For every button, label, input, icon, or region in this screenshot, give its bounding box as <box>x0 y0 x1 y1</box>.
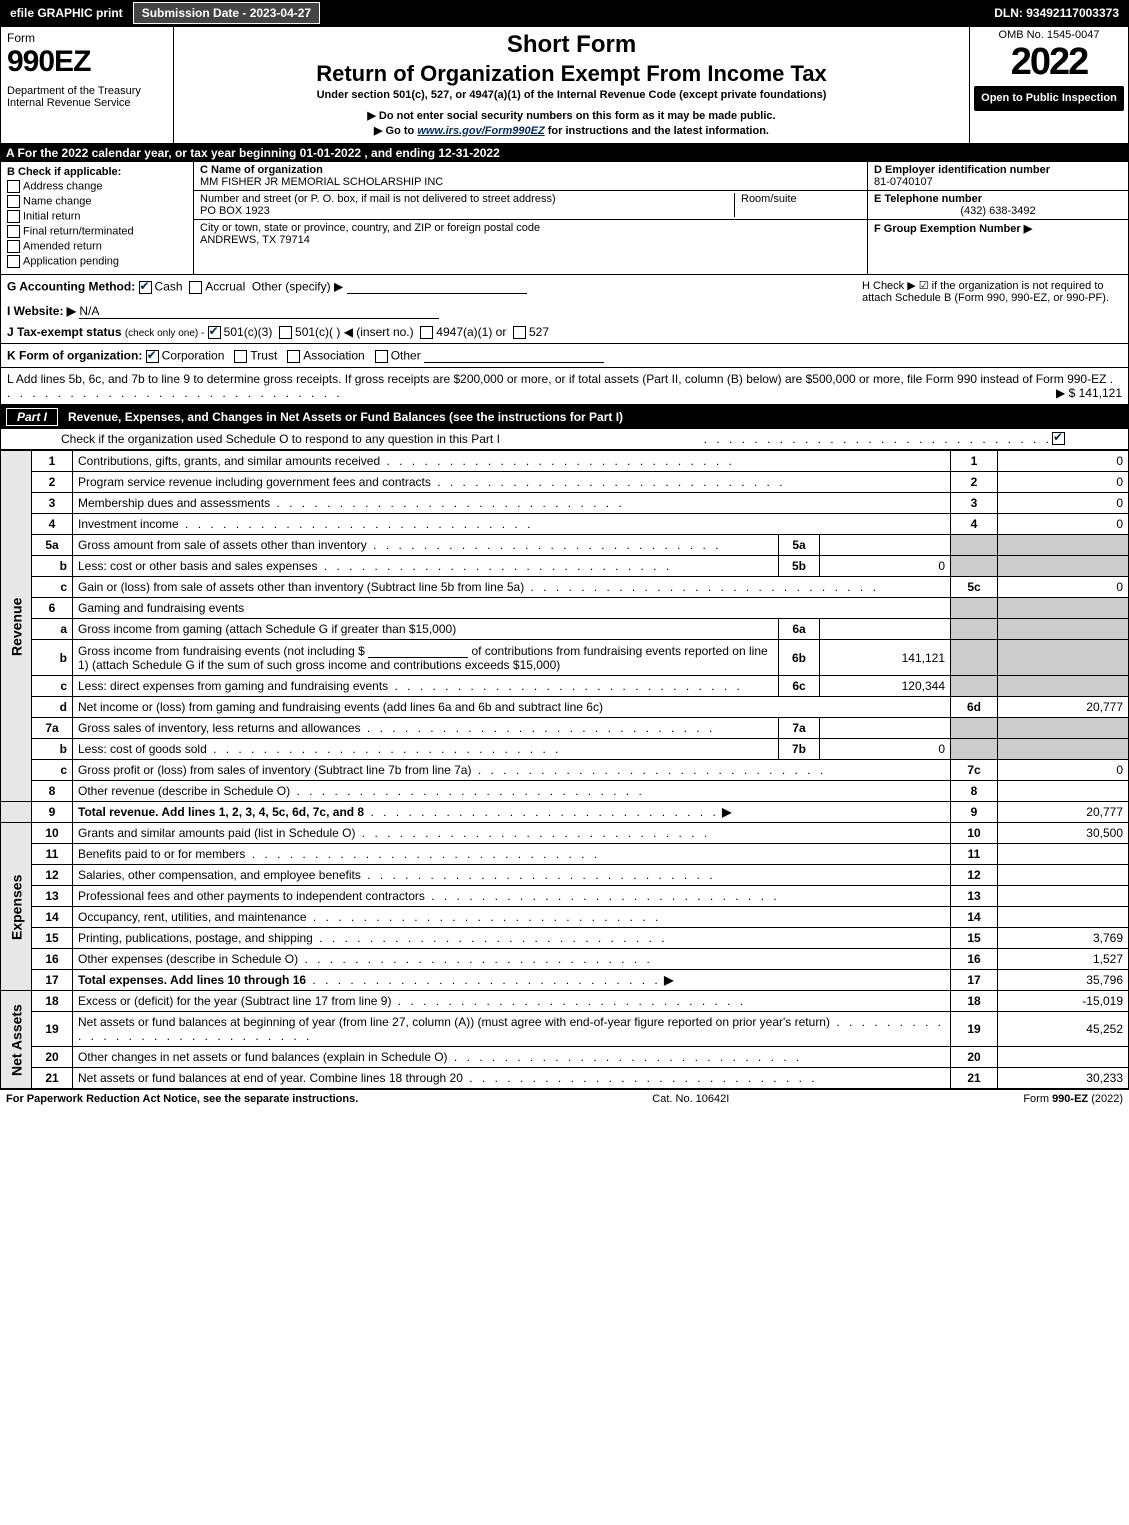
chk-4947[interactable] <box>420 326 433 339</box>
submission-date: Submission Date - 2023-04-27 <box>133 2 320 24</box>
j-label: J Tax-exempt status <box>7 325 122 339</box>
omb-number: OMB No. 1545-0047 <box>974 29 1124 41</box>
header-right: OMB No. 1545-0047 2022 Open to Public In… <box>969 27 1128 143</box>
section-l: L Add lines 5b, 6c, and 7b to line 9 to … <box>0 368 1129 405</box>
revenue-side-label: Revenue <box>1 451 32 802</box>
i-label: I Website: ▶ <box>7 304 76 318</box>
chk-name-change[interactable]: Name change <box>7 195 187 208</box>
chk-other[interactable] <box>375 350 388 363</box>
netassets-side-label: Net Assets <box>1 991 32 1089</box>
chk-application-pending[interactable]: Application pending <box>7 255 187 268</box>
chk-trust[interactable] <box>234 350 247 363</box>
line-h: H Check ▶ ☑ if the organization is not r… <box>852 279 1122 339</box>
street-row: Number and street (or P. O. box, if mail… <box>194 191 867 220</box>
tax-year: 2022 <box>974 41 1124 84</box>
website-value: N/A <box>79 304 439 319</box>
chk-amended-return[interactable]: Amended return <box>7 240 187 253</box>
ein-row: D Employer identification number 81-0740… <box>868 162 1128 191</box>
line-i: I Website: ▶ N/A <box>7 304 852 319</box>
l-amount: ▶ $ 141,121 <box>1056 386 1122 400</box>
return-title: Return of Organization Exempt From Incom… <box>182 61 961 87</box>
form-word: Form <box>7 31 167 45</box>
chk-final-return[interactable]: Final return/terminated <box>7 225 187 238</box>
ein-label: D Employer identification number <box>874 164 1122 176</box>
org-name-row: C Name of organization MM FISHER JR MEMO… <box>194 162 867 191</box>
chk-cash[interactable] <box>139 281 152 294</box>
short-form-title: Short Form <box>182 31 961 59</box>
chk-schedule-o[interactable] <box>1052 432 1065 445</box>
form-header: Form 990EZ Department of the Treasury In… <box>0 26 1129 144</box>
c-name-label: C Name of organization <box>200 164 861 176</box>
block-bcdef: B Check if applicable: Address change Na… <box>0 162 1129 275</box>
group-label: F Group Exemption Number ▶ <box>874 222 1122 235</box>
city-label: City or town, state or province, country… <box>200 222 540 234</box>
header-mid: Short Form Return of Organization Exempt… <box>174 27 969 143</box>
phone-value: (432) 638-3492 <box>874 205 1122 217</box>
line-j: J Tax-exempt status (check only one) - 5… <box>7 325 852 339</box>
goto-pre: ▶ Go to <box>374 125 417 137</box>
line-g: G Accounting Method: Cash Accrual Other … <box>7 279 852 294</box>
org-name: MM FISHER JR MEMORIAL SCHOLARSHIP INC <box>200 176 861 188</box>
subtitle: Under section 501(c), 527, or 4947(a)(1)… <box>182 89 961 101</box>
chk-501c3[interactable] <box>208 326 221 339</box>
part1-check-text: Check if the organization used Schedule … <box>61 432 704 446</box>
top-bar: efile GRAPHIC print Submission Date - 20… <box>0 0 1129 26</box>
irs-link[interactable]: www.irs.gov/Form990EZ <box>417 125 544 137</box>
footer-left: For Paperwork Reduction Act Notice, see … <box>6 1093 358 1105</box>
contrib-field[interactable] <box>368 643 468 658</box>
phone-label: E Telephone number <box>874 193 1122 205</box>
k-label: K Form of organization: <box>7 349 142 363</box>
chk-accrual[interactable] <box>189 281 202 294</box>
other-org-field[interactable] <box>424 348 604 363</box>
chk-527[interactable] <box>513 326 526 339</box>
ssn-warning: ▶ Do not enter social security numbers o… <box>182 109 961 122</box>
part1-check-row: Check if the organization used Schedule … <box>0 429 1129 450</box>
form-number: 990EZ <box>7 45 167 79</box>
part1-title: Revenue, Expenses, and Changes in Net As… <box>68 410 623 424</box>
open-inspection: Open to Public Inspection <box>974 86 1124 111</box>
chk-address-change[interactable]: Address change <box>7 180 187 193</box>
l-text: L Add lines 5b, 6c, and 7b to line 9 to … <box>7 372 1106 386</box>
section-c: C Name of organization MM FISHER JR MEMO… <box>194 162 867 274</box>
dept-label: Department of the Treasury <box>7 85 167 97</box>
ein-value: 81-0740107 <box>874 176 1122 188</box>
section-ghij: G Accounting Method: Cash Accrual Other … <box>0 275 1129 344</box>
dln: DLN: 93492117003373 <box>994 6 1125 20</box>
chk-initial-return[interactable]: Initial return <box>7 210 187 223</box>
section-b-title: B Check if applicable: <box>7 166 187 178</box>
goto-line: ▶ Go to www.irs.gov/Form990EZ for instru… <box>182 124 961 137</box>
line-a: A For the 2022 calendar year, or tax yea… <box>0 144 1129 162</box>
footer-mid: Cat. No. 10642I <box>652 1093 729 1105</box>
page-footer: For Paperwork Reduction Act Notice, see … <box>0 1089 1129 1108</box>
part1-table: Revenue 1 Contributions, gifts, grants, … <box>0 450 1129 1089</box>
room-suite-label: Room/suite <box>734 193 861 217</box>
j-note: (check only one) - <box>125 328 204 339</box>
g-label: G Accounting Method: <box>7 280 135 294</box>
efile-label: efile GRAPHIC print <box>4 4 129 22</box>
other-specify-field[interactable] <box>347 279 527 294</box>
chk-association[interactable] <box>287 350 300 363</box>
ghij-left: G Accounting Method: Cash Accrual Other … <box>7 279 852 339</box>
city-value: ANDREWS, TX 79714 <box>200 234 540 246</box>
expenses-side-label: Expenses <box>1 823 32 991</box>
section-b: B Check if applicable: Address change Na… <box>1 162 194 274</box>
part1-badge: Part I <box>6 408 58 426</box>
irs-label: Internal Revenue Service <box>7 97 167 109</box>
footer-right: Form 990-EZ (2022) <box>1023 1093 1123 1105</box>
header-left: Form 990EZ Department of the Treasury In… <box>1 27 174 143</box>
street-label: Number and street (or P. O. box, if mail… <box>200 193 734 205</box>
goto-post: for instructions and the latest informat… <box>545 125 769 137</box>
phone-row: E Telephone number (432) 638-3492 <box>868 191 1128 220</box>
city-row: City or town, state or province, country… <box>194 220 867 274</box>
group-exemption-row: F Group Exemption Number ▶ <box>868 220 1128 237</box>
part1-header: Part I Revenue, Expenses, and Changes in… <box>0 405 1129 429</box>
chk-501c[interactable] <box>279 326 292 339</box>
section-def: D Employer identification number 81-0740… <box>867 162 1128 274</box>
section-k: K Form of organization: Corporation Trus… <box>0 344 1129 368</box>
chk-corporation[interactable] <box>146 350 159 363</box>
street-value: PO BOX 1923 <box>200 205 734 217</box>
